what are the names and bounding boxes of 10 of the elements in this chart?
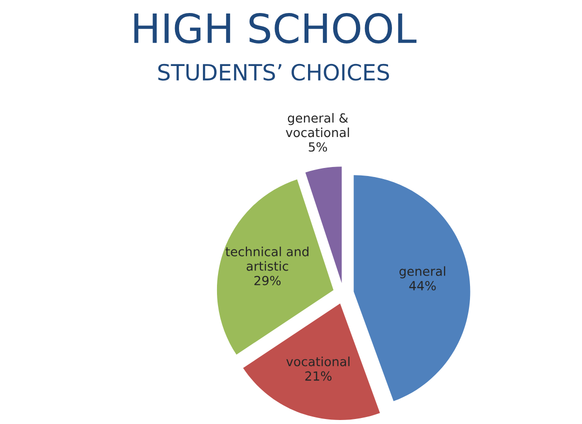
slice-label: technical and artistic <box>226 246 308 271</box>
data-label: 44% <box>409 280 436 290</box>
slice-label: general <box>399 266 446 278</box>
slice-label: vocational <box>286 356 350 366</box>
slice-label: general & vocational <box>286 113 349 138</box>
chart-subtitle: STUDENTS’ CHOICES <box>158 64 390 81</box>
data-label: 5% <box>308 142 328 152</box>
chart-title: HIGH SCHOOL <box>134 13 416 44</box>
data-label: 29% <box>254 276 281 286</box>
data-label: 21% <box>305 371 332 381</box>
